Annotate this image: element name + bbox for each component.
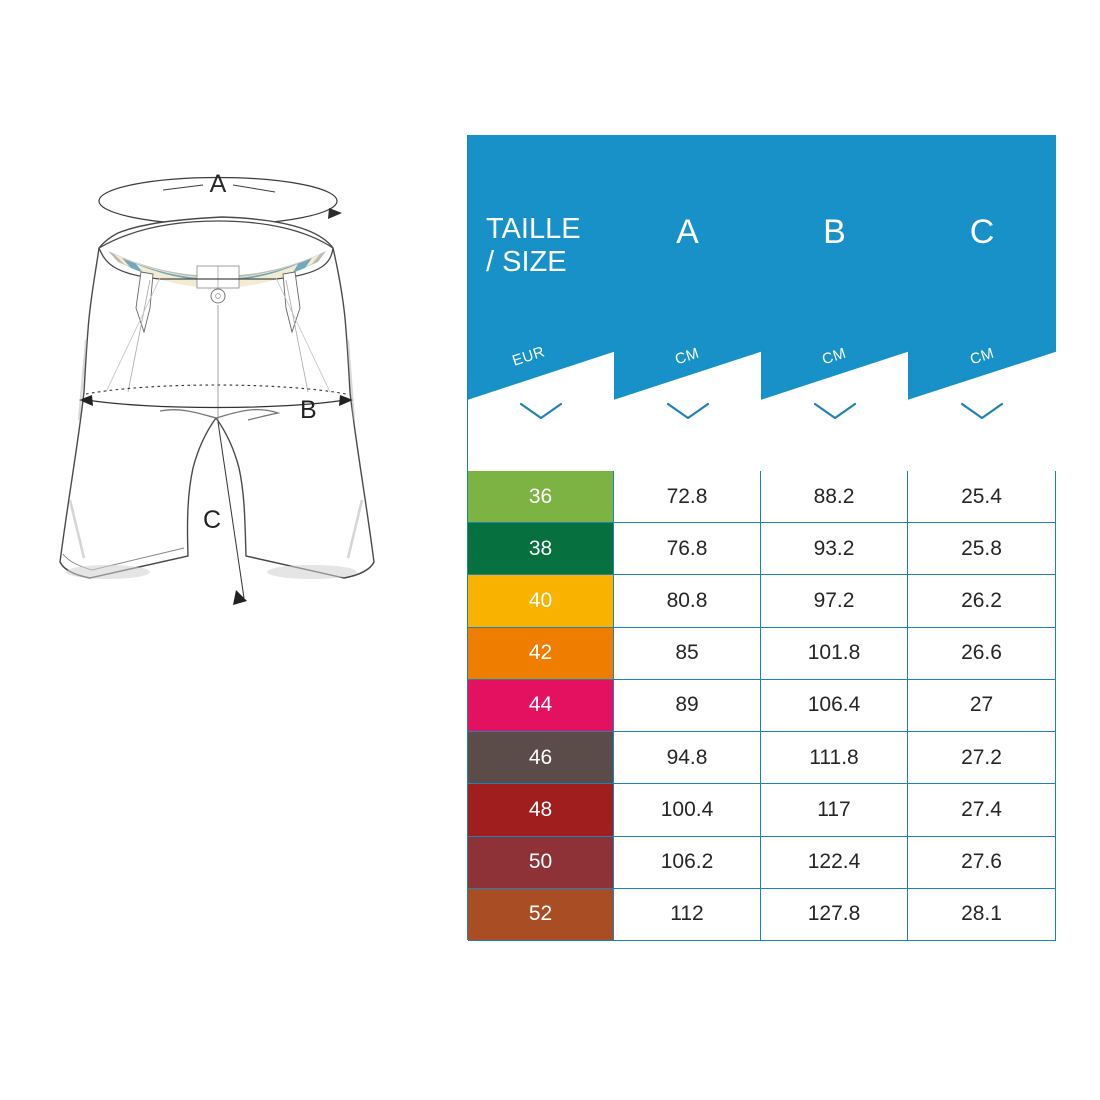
svg-text:A: A bbox=[210, 170, 227, 198]
svg-text:C: C bbox=[203, 506, 221, 534]
svg-text:B: B bbox=[300, 396, 317, 424]
